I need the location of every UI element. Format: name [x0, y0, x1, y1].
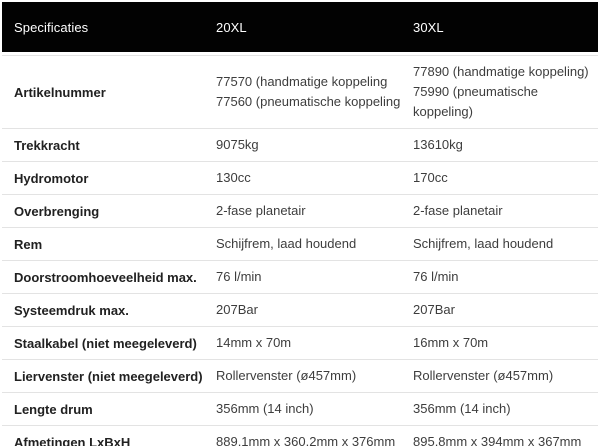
table-row: Afmetingen LxBxH 889.1mm x 360.2mm x 376…	[2, 426, 598, 446]
spec-value-20xl: Schijfrem, laad houdend	[216, 236, 357, 251]
spec-value-20xl: 356mm (14 inch)	[216, 401, 314, 416]
spec-label: Systeemdruk max.	[14, 302, 129, 318]
table-row: Systeemdruk max. 207Bar 207Bar	[2, 294, 598, 327]
spec-value-30xl: 207Bar	[413, 302, 455, 317]
table-row: Doorstroomhoeveelheid max. 76 l/min 76 l…	[2, 261, 598, 294]
column-header-30xl: 30XL	[413, 19, 444, 35]
table-row: Staalkabel (niet meegeleverd) 14mm x 70m…	[2, 327, 598, 360]
spec-value-20xl: 76 l/min	[216, 269, 262, 284]
table-row: Rem Schijfrem, laad houdend Schijfrem, l…	[2, 228, 598, 261]
spec-label: Doorstroomhoeveelheid max.	[14, 269, 197, 285]
value-line: 77570 (handmatige koppeling	[216, 74, 388, 89]
table-row: Overbrenging 2-fase planetair 2-fase pla…	[2, 195, 598, 228]
spec-label: Afmetingen LxBxH	[14, 434, 131, 446]
spec-label: Staalkabel (niet meegeleverd)	[14, 335, 197, 351]
spec-value-20xl: 9075kg	[216, 137, 259, 152]
table-row: Trekkracht 9075kg 13610kg	[2, 129, 598, 162]
spec-label: Rem	[14, 236, 43, 252]
spec-value-20xl: Rollervenster (ø457mm)	[216, 368, 357, 383]
spec-value-20xl: 14mm x 70m	[216, 335, 292, 350]
value-line: 75990 (pneumatische koppeling)	[413, 84, 539, 119]
spec-label: Hydromotor	[14, 170, 89, 186]
spec-value-30xl: Schijfrem, laad houdend	[413, 236, 554, 251]
spec-value-30xl: 170cc	[413, 170, 448, 185]
spec-label: Artikelnummer	[14, 84, 106, 100]
spec-label: Liervenster (niet meegeleverd)	[14, 368, 203, 384]
spec-label: Trekkracht	[14, 137, 80, 153]
spec-value-20xl: 77570 (handmatige koppeling 77560 (pneum…	[204, 72, 401, 112]
value-line: 77560 (pneumatische koppeling	[216, 94, 401, 109]
table-row: Liervenster (niet meegeleverd) Rollerven…	[2, 360, 598, 393]
table-row: Artikelnummer 77570 (handmatige koppelin…	[2, 56, 598, 129]
spec-value-30xl: 2-fase planetair	[413, 203, 503, 218]
spec-value-30xl: 13610kg	[413, 137, 463, 152]
spec-value-30xl: 895.8mm x 394mm x 367mm	[413, 434, 582, 446]
spec-value-20xl: 207Bar	[216, 302, 258, 317]
column-header-specificaties: Specificaties	[14, 19, 89, 35]
spec-label: Lengte drum	[14, 401, 93, 417]
spec-value-30xl: 76 l/min	[413, 269, 459, 284]
spec-value-20xl: 889.1mm x 360.2mm x 376mm	[216, 434, 396, 446]
spec-label: Overbrenging	[14, 203, 100, 219]
spec-value-30xl: 16mm x 70m	[413, 335, 489, 350]
spec-value-20xl: 130cc	[216, 170, 251, 185]
spec-value-30xl: 356mm (14 inch)	[413, 401, 511, 416]
spec-value-20xl: 2-fase planetair	[216, 203, 306, 218]
table-row: Hydromotor 130cc 170cc	[2, 162, 598, 195]
table-header-row: Specificaties 20XL 30XL	[2, 2, 598, 52]
table-body: Artikelnummer 77570 (handmatige koppelin…	[2, 55, 598, 446]
spec-value-30xl: 77890 (handmatige koppeling) 75990 (pneu…	[401, 62, 598, 122]
column-header-20xl: 20XL	[216, 19, 247, 35]
table-row: Lengte drum 356mm (14 inch) 356mm (14 in…	[2, 393, 598, 426]
value-line: 77890 (handmatige koppeling)	[413, 64, 589, 79]
spec-value-30xl: Rollervenster (ø457mm)	[413, 368, 554, 383]
